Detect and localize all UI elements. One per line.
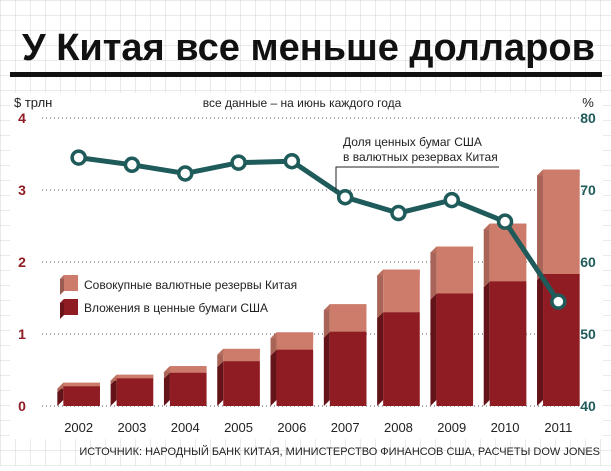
bar-us-side (323, 331, 330, 406)
left-tick-label: 0 (18, 398, 26, 414)
bar-total-front (329, 304, 367, 332)
right-tick-label: 50 (580, 326, 596, 342)
left-tick-label: 1 (18, 326, 26, 342)
bar-us-side (430, 293, 437, 406)
x-tick-label: 2010 (491, 420, 520, 435)
bar-total-front (169, 366, 207, 373)
legend-label-total: Совокупные валютные резервы Китая (84, 278, 297, 292)
legend-swatch-total-side (60, 275, 64, 295)
left-axis-unit: $ трлн (14, 95, 52, 110)
right-axis-unit: % (582, 95, 594, 110)
bar-total-front (276, 332, 314, 350)
line-annotation-line1: Доля ценных бумаг США (343, 135, 482, 149)
bar-us-front (116, 378, 154, 406)
share-point (336, 188, 354, 206)
x-tick-label: 2002 (64, 420, 93, 435)
source-note: ИСТОЧНИК: НАРОДНЫЙ БАНК КИТАЯ, МИНИСТЕРС… (79, 445, 600, 458)
title-underline (10, 72, 602, 77)
x-tick-label: 2009 (437, 420, 466, 435)
bar-us-front (383, 312, 420, 406)
chart-subtitle: все данные – на июнь каждого года (203, 96, 402, 110)
bar-us-front (543, 274, 580, 406)
bar-us-side (217, 361, 224, 406)
bar-total-front (543, 169, 580, 274)
share-point (177, 165, 194, 182)
legend-swatch-total (64, 275, 78, 291)
share-point (70, 149, 87, 166)
legend-swatch-us (64, 299, 78, 315)
bar-total-side (323, 304, 330, 338)
annotation-leader (335, 166, 499, 190)
bar-total-front (436, 246, 474, 294)
left-tick-label: 3 (18, 182, 26, 198)
bar-us-front (436, 293, 474, 406)
bar-total-front (223, 348, 260, 362)
bar-us-side (163, 372, 170, 406)
share-point (123, 156, 141, 174)
bar-total-front (383, 269, 420, 313)
x-tick-label: 2008 (384, 420, 413, 435)
share-point (443, 191, 460, 209)
x-tick-label: 2007 (331, 420, 360, 435)
x-tick-label: 2006 (277, 420, 306, 435)
bar-us-side (110, 378, 117, 406)
chart-title: У Китая все меньше долларов (22, 27, 595, 69)
right-tick-label: 80 (580, 110, 596, 126)
legend-swatch-us-side (60, 299, 64, 319)
share-point (230, 154, 247, 171)
share-point (550, 293, 567, 310)
x-tick-label: 2004 (171, 420, 200, 435)
bar-total-side (483, 223, 490, 288)
bar-total-side (537, 169, 544, 280)
share-point (390, 204, 407, 222)
share-line (78, 155, 561, 303)
right-tick-label: 40 (580, 398, 596, 414)
x-tick-label: 2005 (224, 420, 253, 435)
bar-total-front (489, 223, 527, 282)
bar-total-side (377, 269, 384, 319)
x-tick-label: 2003 (117, 420, 146, 435)
bar-us-front (63, 386, 100, 406)
right-tick-label: 70 (580, 182, 596, 198)
share-point (283, 152, 301, 170)
bar-total-front (63, 382, 100, 387)
bar-us-front (276, 349, 314, 406)
bar-us-side (537, 274, 544, 406)
bar-us-side (377, 312, 384, 406)
right-tick-label: 60 (580, 254, 596, 270)
left-tick-label: 4 (18, 110, 26, 126)
bar-us-front (329, 331, 367, 406)
bar-us-front (223, 361, 260, 406)
share-point (496, 213, 514, 230)
bar-total-side (430, 246, 437, 300)
bar-total-front (116, 374, 154, 379)
legend-label-us: Вложения в ценные бумаги США (84, 301, 268, 315)
left-tick-label: 2 (18, 254, 26, 270)
bar-us-side (270, 349, 277, 406)
bar-us-front (169, 372, 207, 406)
line-annotation-line2: в валютных резервах Китая (343, 150, 498, 164)
bar-us-side (57, 386, 64, 406)
bar-us-front (489, 281, 527, 406)
bar-us-side (483, 281, 490, 406)
x-tick-label: 2011 (544, 420, 572, 435)
